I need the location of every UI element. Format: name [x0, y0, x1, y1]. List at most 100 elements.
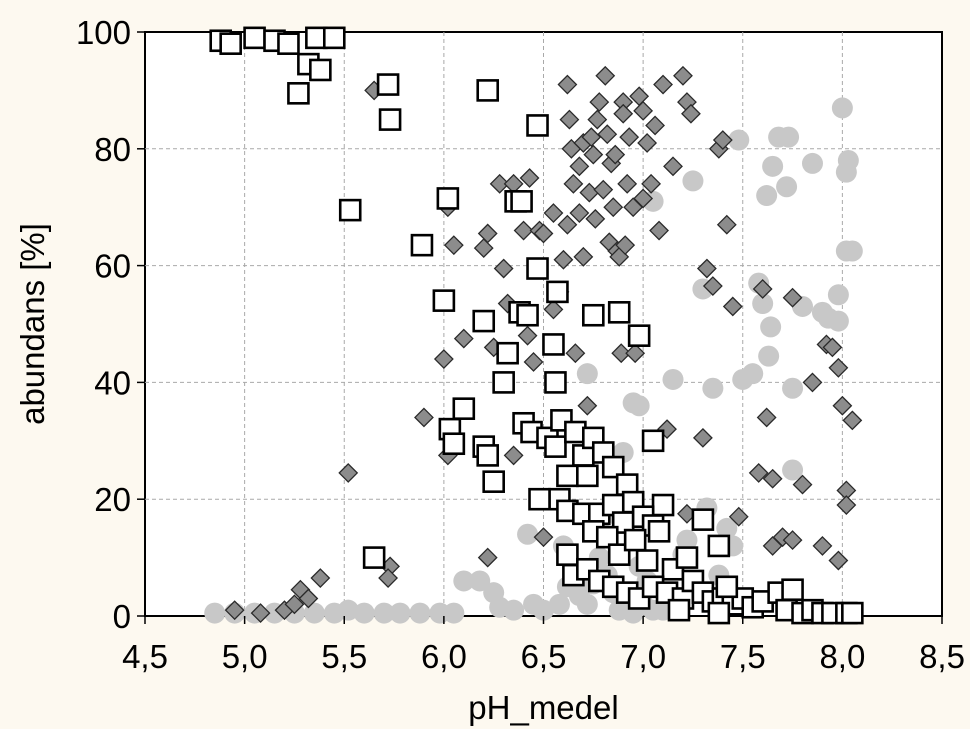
x-axis-title: pH_medel [468, 689, 618, 726]
square-point [576, 464, 599, 488]
diamond-point [696, 258, 717, 279]
diamond-point [756, 407, 777, 428]
diamond-point [605, 144, 626, 165]
diamond-point [603, 197, 624, 218]
square-point [492, 371, 515, 394]
square-point [651, 493, 675, 517]
diamond-point [716, 214, 737, 235]
diamond-point [519, 168, 540, 188]
diamond-point [477, 223, 498, 244]
square-point [601, 455, 625, 479]
diamond-point [443, 235, 464, 256]
square-point [436, 187, 460, 210]
diamond-point [712, 130, 733, 150]
square-point [482, 470, 505, 493]
circle-point [827, 310, 849, 332]
circle-point [576, 363, 598, 385]
circle-point [337, 599, 359, 621]
diamond-point [836, 495, 857, 515]
circle-point [778, 126, 800, 148]
circle-point [762, 155, 784, 177]
diamond-point [565, 343, 586, 364]
square-point [378, 108, 402, 131]
square-point [309, 58, 332, 82]
y-tick-label: 100 [76, 14, 131, 51]
square-point [635, 549, 659, 572]
square-point [496, 341, 519, 365]
square-point [595, 525, 619, 549]
diamond-point [702, 276, 723, 296]
square-point [516, 303, 539, 327]
diamond-point [513, 220, 534, 241]
square-point [641, 429, 665, 453]
square-point [623, 528, 647, 552]
diamond-point [832, 395, 853, 416]
square-point [691, 508, 715, 531]
square-point [510, 190, 533, 213]
circle-point [756, 185, 778, 207]
circle-point [702, 377, 724, 399]
circle-point [827, 284, 849, 306]
diamond-point [557, 214, 578, 235]
diamond-point [589, 92, 610, 112]
square-point [528, 487, 551, 511]
diamond-point [378, 568, 399, 588]
square-point [542, 333, 565, 356]
diamond-point [224, 600, 245, 621]
diamond-point [663, 156, 683, 177]
square-point [526, 257, 549, 280]
x-tick-label: 7,5 [720, 638, 766, 675]
square-point [376, 73, 400, 96]
diamond-point [637, 133, 658, 153]
diamond-point [842, 410, 863, 431]
diamond-point [414, 407, 434, 428]
circle-point [443, 602, 465, 624]
circle-point [831, 97, 853, 119]
circle-point [503, 599, 525, 621]
diamond-point [762, 468, 783, 489]
square-point [219, 32, 242, 55]
square-point [675, 546, 699, 569]
diamond-point [625, 343, 646, 364]
circle-point [353, 602, 375, 624]
y-tick-label: 40 [94, 364, 131, 401]
diamond-point [828, 550, 849, 571]
circle-point [469, 570, 491, 592]
x-tick-label: 8,5 [919, 638, 965, 675]
axis-ticks [137, 31, 943, 624]
square-point [582, 303, 605, 327]
diamond-point [477, 547, 498, 568]
diamond-point [523, 352, 544, 372]
circle-point [662, 368, 684, 390]
diamond-point [641, 173, 662, 194]
x-tick-label: 5,0 [222, 638, 268, 675]
square-point [277, 32, 300, 55]
square-point [432, 289, 456, 312]
diamond-point [728, 506, 749, 527]
x-tick-label: 7,0 [620, 638, 666, 675]
y-tick-label: 60 [94, 248, 131, 285]
circle-point [776, 176, 798, 198]
diamond-point [493, 258, 514, 279]
circle-point [782, 459, 804, 481]
circle-point [533, 599, 554, 621]
diamond-point [597, 124, 618, 145]
square-point [781, 578, 804, 602]
diamond-point [748, 463, 769, 483]
circle-point [576, 593, 598, 615]
diamond-point [517, 325, 538, 346]
diamond-point [722, 296, 743, 317]
x-tick-label: 6,5 [521, 638, 567, 675]
y-tick-label: 80 [94, 131, 131, 168]
diamond-point [615, 235, 636, 256]
circle-point [517, 523, 539, 545]
diamond-point [557, 74, 578, 95]
square-point [476, 444, 500, 467]
circle-point [758, 345, 780, 367]
circle-point [716, 517, 738, 539]
diamond-point [503, 445, 524, 466]
square-point [715, 575, 739, 599]
diamond-point [543, 203, 564, 223]
square-point [526, 114, 549, 137]
diamond-point [563, 173, 584, 194]
